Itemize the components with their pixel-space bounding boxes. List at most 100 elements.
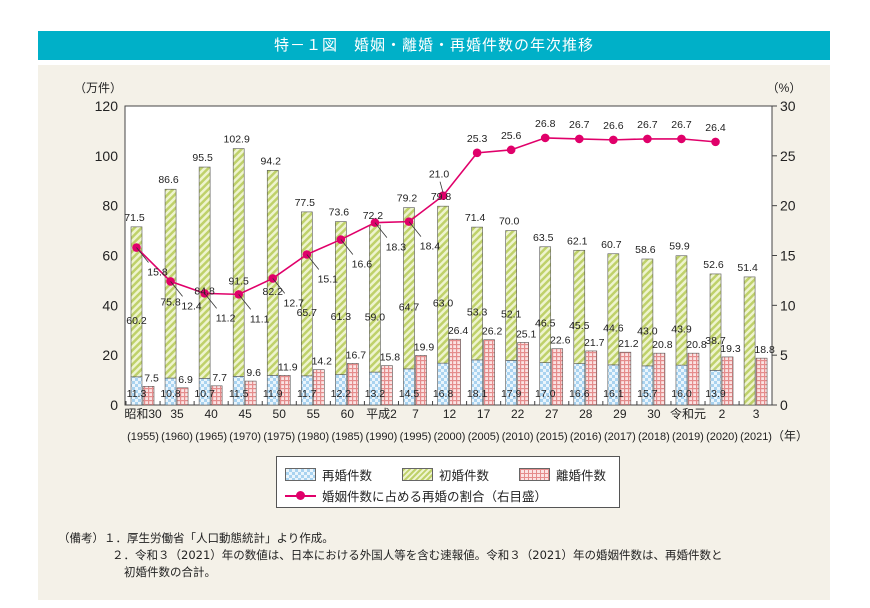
first-marriage-bar [335, 221, 347, 375]
x-tick-label: 昭和30 [124, 407, 162, 421]
x-tick-label: 7 [412, 407, 419, 421]
ratio-label: 25.6 [501, 130, 522, 142]
first-marriage-label: 44.6 [603, 322, 624, 334]
first-marriage-bar [471, 226, 483, 361]
x-tick-label: 50 [273, 407, 287, 421]
marriage-total-label: 79.8 [431, 191, 452, 203]
divorce-label: 9.6 [246, 367, 261, 379]
marriage-total-label: 71.4 [465, 212, 486, 224]
marriage-total-label: 60.7 [601, 239, 622, 251]
marriage-total-label: 71.5 [124, 212, 145, 224]
first-marriage-label: 46.5 [535, 318, 556, 330]
first-marriage-label: 82.2 [263, 286, 284, 298]
ratio-label: 16.6 [352, 259, 373, 271]
first-marriage-bar [232, 148, 245, 377]
marriage-total-label: 70.0 [499, 216, 520, 228]
remarriage-label: 16.6 [569, 388, 590, 400]
first-marriage-label: 45.5 [569, 320, 590, 332]
left-y-tick-label: 40 [102, 297, 118, 313]
divorce-label: 16.7 [346, 349, 367, 361]
x-tick-year-label: (1985) [331, 431, 363, 443]
divorce-bar [176, 387, 189, 406]
divorce-label: 21.2 [618, 338, 639, 350]
x-tick-label: 平成2 [366, 407, 397, 421]
figure-title: 特－１図 婚姻・離婚・再婚件数の年次推移 [38, 31, 830, 60]
first-marriage-bar [743, 276, 756, 406]
divorce-label: 20.8 [652, 339, 673, 351]
first-marriage-label: 53.3 [467, 306, 488, 318]
right-y-tick-label: 10 [780, 297, 796, 313]
marriage-total-label: 58.6 [635, 244, 656, 256]
x-tick-year-label: (1965) [195, 431, 227, 443]
remarriage-label: 11.9 [263, 388, 283, 400]
x-tick-label: 2 [719, 407, 726, 421]
left-y-tick-label: 100 [95, 148, 119, 164]
marriage-total-label: 51.4 [737, 262, 758, 274]
marriage-total-label: 59.9 [669, 241, 690, 253]
first-marriage-label: 43.9 [671, 323, 692, 335]
divorce-bar [653, 352, 666, 406]
marriage-total-label: 73.6 [329, 207, 350, 219]
divorce-bar [449, 338, 461, 406]
ratio-point [677, 134, 686, 144]
first-marriage-label: 60.2 [126, 315, 147, 327]
ratio-line [135, 137, 716, 296]
note-1: （備考）１．厚生労働省「人口動態統計」より作成。 [58, 531, 334, 545]
left-y-tick-label: 60 [102, 248, 118, 264]
ratio-label: 12.7 [284, 297, 305, 309]
marriage-total-label: 79.2 [397, 193, 418, 205]
divorce-bar [415, 355, 427, 406]
ratio-point [506, 145, 516, 155]
divorce-label: 26.4 [448, 325, 469, 337]
ratio-label: 11.2 [216, 312, 236, 324]
x-tick-year-label: (1980) [297, 431, 329, 443]
remarriage-label: 16.1 [603, 388, 624, 400]
x-tick-year-label: (2021) [740, 431, 772, 443]
note-2: ２．令和３（2021）年の数値は、日本における外国人等を含む速報値。令和３（20… [112, 548, 723, 562]
remarriage-label: 10.7 [194, 388, 215, 400]
marriage-total-label: 95.5 [192, 152, 213, 164]
left-y-tick-label: 20 [102, 347, 118, 363]
x-axis-unit: （年） [772, 429, 808, 443]
remarriage-label: 13.9 [705, 388, 726, 400]
x-tick-year-label: (2020) [706, 431, 738, 443]
divorce-label: 20.8 [686, 339, 707, 351]
marriage-total-label: 94.2 [261, 155, 282, 167]
first-marriage-label: 64.7 [399, 301, 420, 313]
remarriage-swatch [285, 468, 316, 481]
x-tick-year-label: (2015) [536, 431, 568, 443]
right-axis-unit: （%） [767, 81, 802, 95]
ratio-point [472, 148, 482, 158]
first-marriage-bar [539, 246, 552, 363]
line-swatch [285, 490, 316, 501]
ratio-label: 11.1 [250, 313, 270, 325]
ratio-leader-line [170, 281, 183, 297]
marriage-total-label: 52.6 [703, 259, 724, 271]
divorce-bar [381, 365, 393, 406]
left-axis-unit: （万件） [74, 81, 122, 95]
divorce-bar [551, 348, 564, 406]
first-marriage-bar [607, 253, 620, 366]
right-y-tick-label: 20 [780, 198, 796, 214]
right-y-tick-label: 0 [780, 397, 788, 413]
first-marriage-label: 43.0 [637, 325, 658, 337]
ratio-label: 18.4 [420, 241, 441, 253]
notes: （備考）１．厚生労働省「人口動態統計」より作成。 ２．令和３（2021）年の数値… [58, 530, 723, 581]
x-tick-label: 60 [341, 407, 355, 421]
ratio-point [609, 135, 618, 145]
divorce-label: 25.1 [516, 328, 537, 340]
first-marriage-label: 84.8 [194, 286, 215, 298]
divorce-label: 7.5 [144, 372, 159, 384]
left-y-tick-label: 0 [110, 397, 118, 413]
x-tick-label: 27 [545, 407, 559, 421]
right-y-tick-label: 25 [780, 148, 796, 164]
divorce-swatch [519, 468, 550, 481]
x-tick-year-label: (1975) [263, 431, 295, 443]
first-marriage-bar [573, 249, 586, 364]
ratio-leader-line [272, 278, 286, 294]
first-marriage-bar [437, 205, 449, 364]
remarriage-label: 13.2 [365, 388, 386, 400]
x-tick-year-label: (1955) [127, 431, 159, 443]
first-marriage-bar [130, 226, 143, 378]
